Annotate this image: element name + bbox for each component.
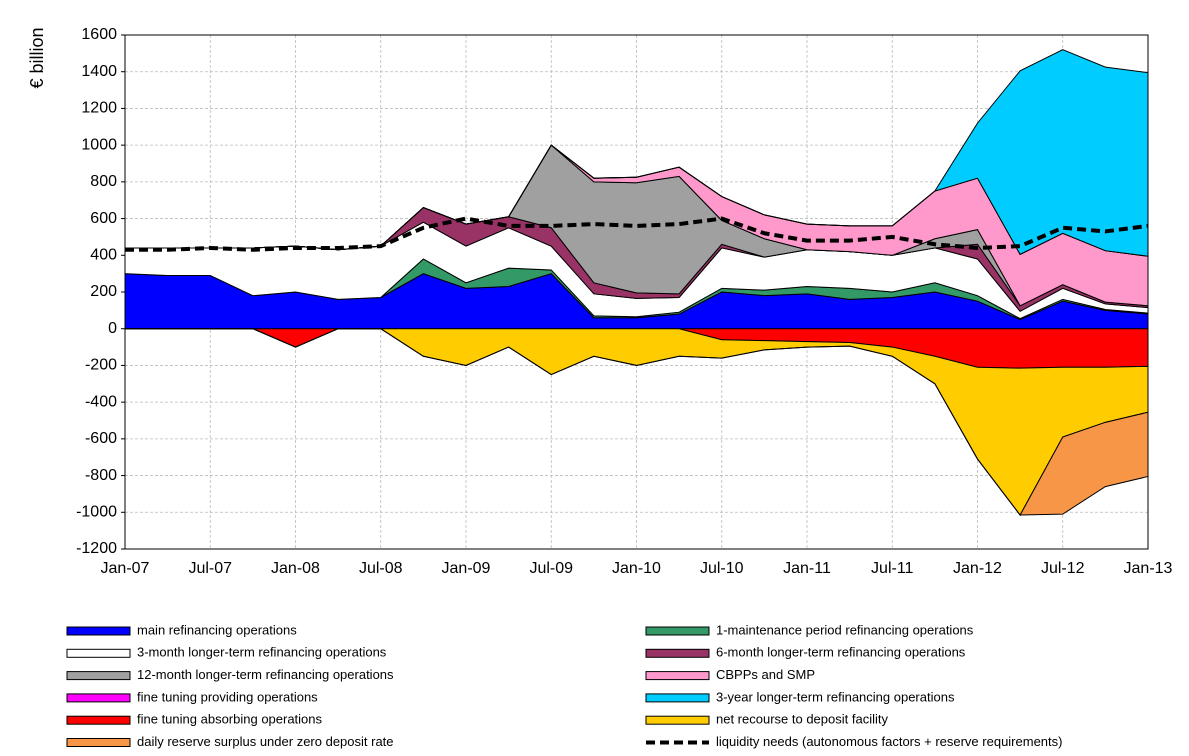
x-tick-label: Jul-11 — [871, 560, 913, 577]
plot-frame — [124, 34, 1149, 550]
legend-label: daily reserve surplus under zero deposit… — [137, 734, 394, 749]
legend-swatch — [66, 626, 131, 636]
x-tick-label: Jul-10 — [700, 560, 744, 577]
legend-label: 3-month longer-term refinancing operatio… — [137, 645, 387, 660]
y-tick-label: 600 — [90, 210, 117, 227]
legend-label: fine tuning providing operations — [137, 689, 318, 704]
y-tick-label: -800 — [85, 467, 117, 484]
x-tick-label: Jan-07 — [101, 560, 150, 577]
line — [125, 216, 1149, 252]
legend-label: fine tuning absorbing operations — [137, 712, 323, 727]
y-tick-label: -600 — [85, 430, 117, 447]
legend-label: 1-maintenance period refinancing operati… — [716, 622, 974, 637]
y-tick-label: -1200 — [76, 540, 117, 557]
y-tick-label: -1000 — [76, 504, 117, 521]
y-tick-label: -200 — [85, 357, 117, 374]
legend-label: net recourse to deposit facility — [716, 712, 888, 727]
legend-label: 3-year longer-term refinancing operation… — [716, 689, 955, 704]
x-tick-label: Jul-09 — [529, 560, 573, 577]
x-tick-label: Jul-08 — [359, 560, 403, 577]
legend-swatch — [66, 671, 131, 681]
legend-swatch — [66, 715, 131, 725]
x-tick-label: Jul-12 — [1041, 560, 1085, 577]
legend-label: main refinancing operations — [137, 622, 297, 637]
legend-label: 6-month longer-term refinancing operatio… — [716, 645, 966, 660]
legend-label: CBPPs and SMP — [716, 667, 815, 682]
x-tick-label: Jan-10 — [612, 560, 661, 577]
y-tick-label: 1200 — [81, 100, 117, 117]
legend-swatch — [645, 648, 710, 658]
legend-swatch — [645, 693, 710, 703]
y-tick-label: 400 — [90, 247, 117, 264]
y-tick-label: 1000 — [81, 136, 117, 153]
legend-label: liquidity needs (autonomous factors + re… — [716, 734, 1062, 749]
legend-swatch — [645, 671, 710, 681]
y-tick-label: -400 — [85, 393, 117, 410]
y-tick-label: 1400 — [81, 63, 117, 80]
legend-swatch — [66, 693, 131, 703]
y-tick-label: 200 — [90, 283, 117, 300]
x-tick-label: Jan-12 — [953, 560, 1002, 577]
legend-swatch — [645, 626, 710, 636]
x-tick-label: Jan-08 — [271, 560, 320, 577]
legend-label: 12-month longer-term refinancing operati… — [137, 667, 394, 682]
legend-swatch — [645, 715, 710, 725]
y-tick-label: 0 — [108, 320, 117, 337]
x-tick-label: Jan-09 — [442, 560, 491, 577]
x-tick-label: Jul-07 — [188, 560, 232, 577]
legend-swatch — [66, 738, 131, 747]
x-tick-label: Jan-13 — [1124, 560, 1173, 577]
legend-swatch — [66, 648, 131, 658]
y-tick-label: 800 — [90, 173, 117, 190]
y-axis-label: € billion — [27, 27, 47, 88]
x-tick-label: Jan-11 — [783, 560, 831, 577]
y-tick-label: 1600 — [81, 26, 117, 43]
